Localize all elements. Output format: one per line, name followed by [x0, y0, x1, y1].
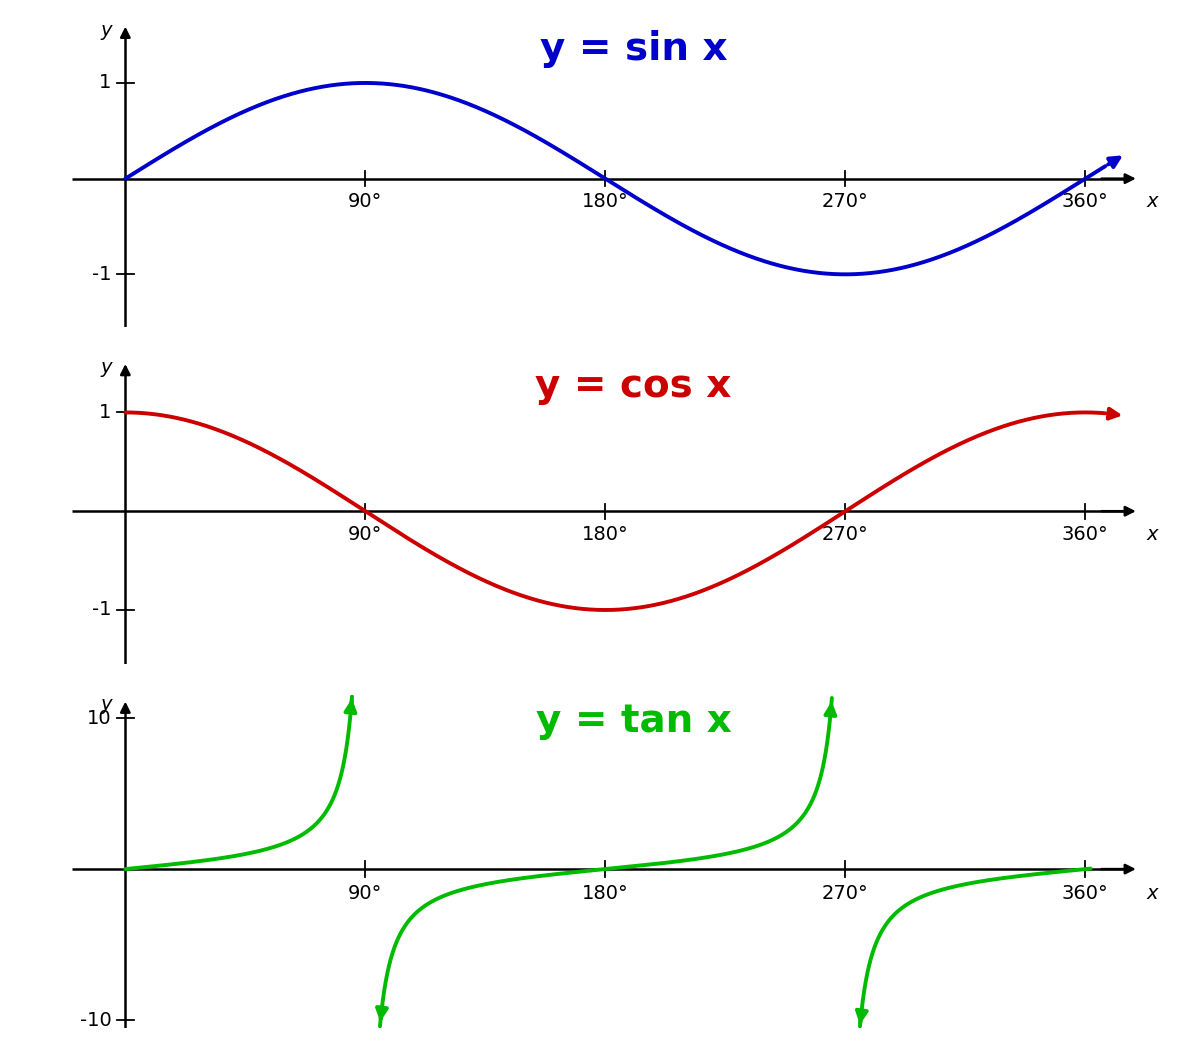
Text: -10: -10: [79, 1011, 112, 1030]
Text: x: x: [1147, 525, 1158, 544]
Text: 90°: 90°: [348, 525, 383, 544]
Text: x: x: [1147, 192, 1158, 212]
Text: y = tan x: y = tan x: [535, 702, 732, 740]
Text: 360°: 360°: [1062, 192, 1109, 212]
Text: 270°: 270°: [822, 884, 869, 903]
Text: y: y: [101, 358, 113, 377]
Text: 180°: 180°: [582, 884, 629, 903]
Text: y = sin x: y = sin x: [540, 30, 727, 67]
Text: 360°: 360°: [1062, 884, 1109, 903]
Text: 180°: 180°: [582, 192, 629, 212]
Text: 1: 1: [98, 74, 112, 92]
Text: 270°: 270°: [822, 525, 869, 544]
Text: 90°: 90°: [348, 192, 383, 212]
Text: 270°: 270°: [822, 192, 869, 212]
Text: y: y: [101, 695, 113, 714]
Text: x: x: [1147, 884, 1158, 903]
Text: 90°: 90°: [348, 884, 383, 903]
Text: -1: -1: [91, 601, 112, 620]
Text: y = cos x: y = cos x: [535, 367, 732, 405]
Text: 180°: 180°: [582, 525, 629, 544]
Text: -1: -1: [91, 265, 112, 283]
Text: 10: 10: [86, 709, 112, 728]
Text: y: y: [101, 21, 113, 39]
Text: 1: 1: [98, 403, 112, 421]
Text: 360°: 360°: [1062, 525, 1109, 544]
